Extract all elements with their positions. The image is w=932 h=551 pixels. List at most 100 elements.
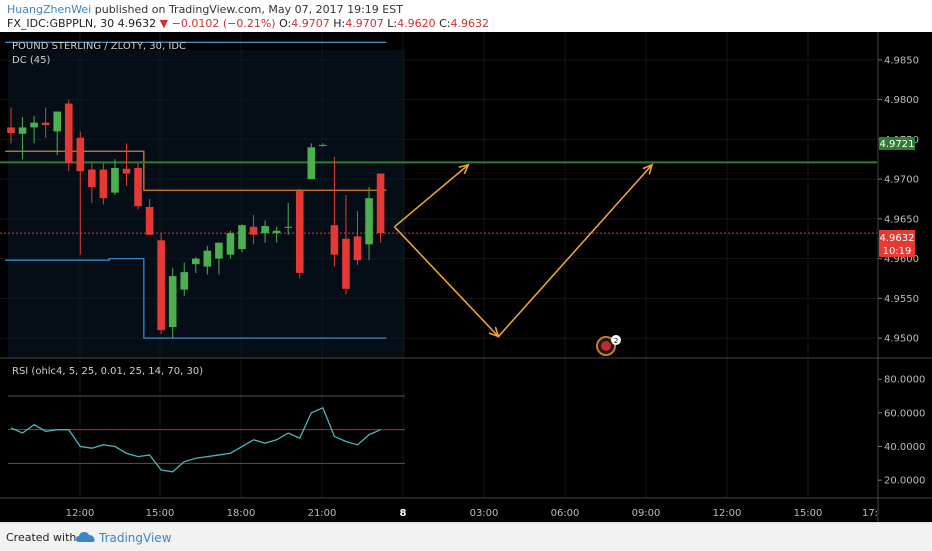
- arrow-up-long[interactable]: [497, 164, 653, 338]
- candle: [249, 214, 258, 245]
- current-price: 4.9632: [117, 17, 157, 30]
- rsi-tick-label: 60.0000: [884, 408, 925, 419]
- candle-body: [215, 242, 223, 259]
- main-legend-title: POUND STERLING / ZLOTY, 30, IDC: [12, 41, 187, 52]
- candle: [192, 257, 200, 273]
- candle: [272, 226, 281, 243]
- event-count: 2: [614, 337, 618, 345]
- level-tag-bg: [879, 137, 915, 150]
- price-tick-label: 4.9800: [884, 95, 919, 106]
- candle: [111, 159, 119, 195]
- candle: [41, 107, 50, 138]
- candle: [226, 230, 235, 259]
- open-value: 4.9707: [291, 17, 330, 30]
- candle-body: [88, 169, 96, 188]
- published-text: published on TradingView.com, May 07, 20…: [94, 3, 403, 16]
- time-tick-label: 17:: [862, 508, 878, 519]
- candle: [365, 187, 373, 261]
- low-label: L:: [387, 17, 398, 30]
- event-count-bubble: [611, 335, 621, 345]
- last-price-tag: 4.9632 10:19: [879, 230, 915, 257]
- candle: [7, 107, 15, 144]
- rsi-axis[interactable]: 80.0000 60.0000 40.0000 20.0000: [878, 375, 925, 487]
- high-label: H:: [333, 17, 346, 30]
- open-label: O:: [279, 17, 292, 30]
- candle-body: [99, 169, 108, 199]
- candle: [18, 117, 27, 160]
- event-badge[interactable]: 2: [596, 335, 621, 356]
- candle-body: [134, 167, 142, 207]
- candle-body: [238, 225, 246, 250]
- rsi-tick-label: 20.0000: [884, 476, 925, 487]
- candle: [261, 220, 269, 243]
- time-tick-label: 18:00: [227, 508, 256, 519]
- donchian-lower: [5, 257, 387, 339]
- candle: [64, 99, 73, 172]
- candle-body: [376, 173, 385, 234]
- down-arrow-icon: ▼: [159, 17, 169, 30]
- candle: [122, 143, 131, 186]
- candle-body: [249, 226, 258, 235]
- time-tick-label: 09:00: [632, 508, 661, 519]
- arrow-up-short[interactable]: [393, 164, 469, 228]
- time-tick-label: 8: [400, 508, 407, 519]
- candle: [53, 111, 61, 156]
- candle-body: [53, 111, 61, 132]
- publish-header: HuangZhenWei published on TradingView.co…: [0, 0, 932, 32]
- candle: [145, 198, 154, 235]
- close-label: C:: [439, 17, 451, 30]
- candle: [157, 233, 165, 335]
- candle-body: [18, 127, 27, 134]
- close-value: 4.9632: [450, 17, 489, 30]
- candle: [215, 242, 223, 275]
- rsi-tick-label: 80.0000: [884, 375, 925, 386]
- candle-body: [168, 276, 177, 327]
- time-tick-label: 15:00: [794, 508, 823, 519]
- candle-body: [353, 236, 362, 261]
- candle-body: [272, 230, 281, 234]
- projection-arrows[interactable]: [393, 163, 654, 338]
- tradingview-cloud-icon: [76, 532, 95, 542]
- price-tick-label: 4.9500: [884, 334, 919, 345]
- time-tick-label: 12:00: [713, 508, 742, 519]
- candle-body: [226, 233, 235, 255]
- candle: [203, 245, 212, 275]
- uk-flag-icon: [601, 341, 611, 351]
- candle-body: [122, 168, 131, 174]
- candle-body: [342, 238, 350, 289]
- candle: [30, 116, 38, 144]
- last-tag-price: 4.9632: [880, 233, 915, 244]
- price-tick-label: 4.9650: [884, 214, 919, 225]
- price-tick-label: 4.9700: [884, 175, 919, 186]
- candle: [284, 202, 292, 235]
- candle: [342, 195, 350, 295]
- time-tick-label: 12:00: [66, 508, 95, 519]
- chart-canvas[interactable]: 2 4.98504.98004.97504.97004.96504.96004.…: [0, 32, 932, 522]
- candle-body: [41, 122, 50, 126]
- candle-body: [319, 144, 327, 146]
- arrow-down[interactable]: [393, 226, 499, 338]
- rsi-legend: RSI (ohlc4, 5, 25, 0.01, 25, 14, 70, 30): [12, 366, 204, 377]
- time-tick-label: 06:00: [551, 508, 580, 519]
- time-axis[interactable]: 12:00 15:00 18:00 21:00 8 03:00 06:00 09:00 12:0…: [66, 508, 878, 519]
- arrow-head: [458, 163, 470, 175]
- candle-body: [365, 198, 373, 245]
- arrow-head: [488, 326, 500, 338]
- candle-body: [330, 225, 339, 255]
- author-link[interactable]: HuangZhenWei: [7, 3, 92, 16]
- candle: [168, 268, 177, 339]
- candle-body: [261, 226, 269, 234]
- tradingview-brand-link[interactable]: TradingView: [99, 531, 172, 545]
- time-tick-label: 03:00: [470, 508, 499, 519]
- candle: [99, 163, 108, 205]
- publish-line: HuangZhenWei published on TradingView.co…: [7, 3, 403, 16]
- candle-body: [192, 258, 200, 265]
- candle: [319, 143, 327, 147]
- candle-body: [180, 272, 189, 290]
- ohlc-line: FX_IDC:GBPPLN, 30 4.9632 ▼ −0.0102 (−0.2…: [7, 17, 489, 30]
- footer-bar: Created with TradingView: [0, 522, 932, 551]
- candle-body: [64, 103, 73, 164]
- time-tick-label: 15:00: [146, 508, 175, 519]
- candle-body: [295, 191, 304, 273]
- candle-body: [157, 240, 165, 331]
